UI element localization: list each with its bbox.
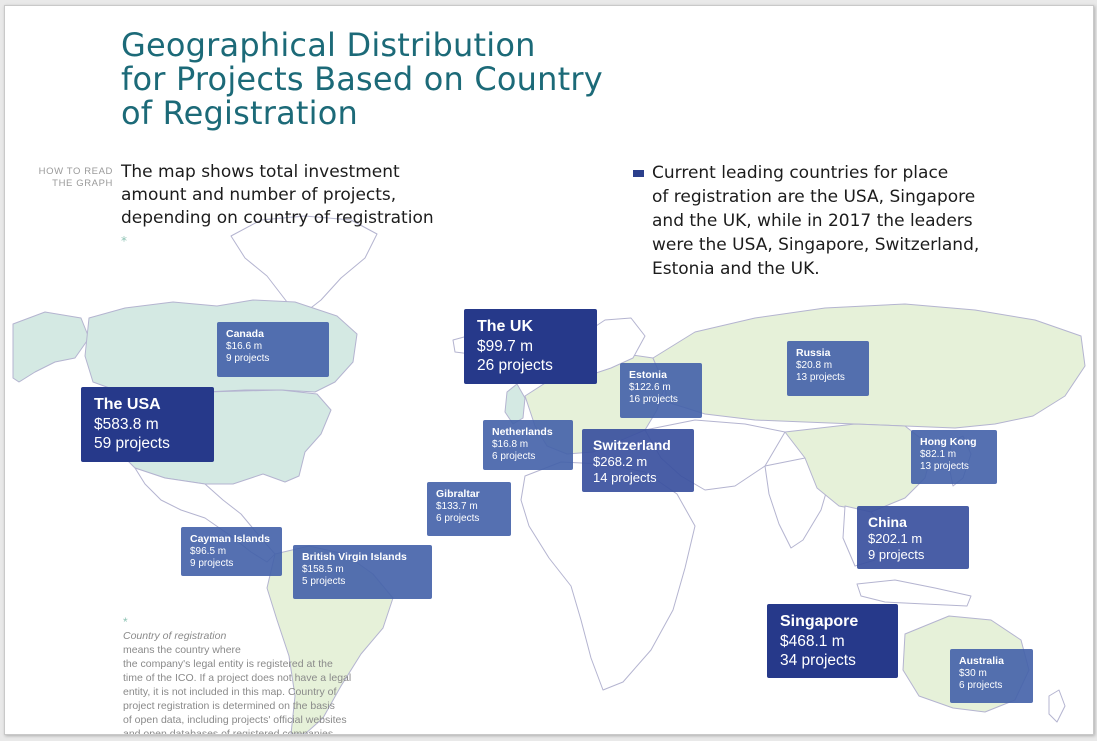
- country-amount: $583.8 m: [94, 416, 159, 433]
- intro-line: amount and number of projects,: [121, 185, 397, 205]
- country-box-canada: Canada $16.6 m 9 projects: [217, 322, 329, 377]
- page-title: Geographical Distribution for Projects B…: [121, 28, 641, 130]
- country-projects: 6 projects: [959, 680, 1003, 691]
- intro-line: depending on country of registration: [121, 208, 434, 228]
- leading-note-line: Current leading countries for place: [652, 163, 949, 183]
- country-projects: 6 projects: [492, 451, 536, 462]
- land-africa: [520, 461, 696, 691]
- country-box-uk: The UK $99.7 m 26 projects: [464, 309, 597, 384]
- how-to-read-label: HOW TO READ THE GRAPH: [27, 166, 113, 190]
- country-box-china: China $202.1 m 9 projects: [857, 506, 969, 569]
- country-projects: 6 projects: [436, 513, 480, 524]
- country-name: Hong Kong: [920, 436, 977, 448]
- leading-note-line: were the USA, Singapore, Switzerland,: [652, 235, 980, 255]
- land-uk: [504, 383, 526, 425]
- country-amount: $468.1 m: [780, 633, 845, 650]
- country-amount: $20.8 m: [796, 360, 833, 371]
- land-new-zealand: [1048, 689, 1066, 723]
- footnote-line: and open databases of registered compani…: [123, 728, 337, 735]
- country-projects: 9 projects: [190, 558, 234, 569]
- country-name: Gibraltar: [436, 488, 480, 500]
- intro-asterisk: *: [121, 234, 127, 248]
- leading-countries-note: Current leading countries for place of r…: [633, 161, 1033, 281]
- country-name: China: [868, 514, 907, 530]
- country-box-netherlands: Netherlands $16.8 m 6 projects: [483, 420, 573, 470]
- footnote-term: Country of registration: [123, 630, 227, 642]
- country-name: The UK: [477, 318, 533, 335]
- country-name: Estonia: [629, 369, 667, 381]
- country-box-australia: Australia $30 m 6 projects: [950, 649, 1033, 703]
- country-projects: 59 projects: [94, 435, 170, 452]
- country-amount: $133.7 m: [436, 501, 478, 512]
- title-line: for Projects Based on Country: [121, 60, 603, 98]
- land-russia: [652, 303, 1086, 429]
- how-to-read-line: THE GRAPH: [52, 178, 113, 189]
- country-amount: $16.6 m: [226, 341, 263, 352]
- title-line: Geographical Distribution: [121, 26, 536, 64]
- country-amount: $99.7 m: [477, 338, 534, 355]
- footnote-line: the company's legal entity is registered…: [123, 658, 333, 670]
- country-projects: 16 projects: [629, 394, 678, 405]
- country-amount: $202.1 m: [868, 531, 923, 546]
- intro-line-last: depending on country of registration *: [121, 207, 461, 253]
- land-greenland: [230, 215, 378, 315]
- intro-text: The map shows total investment amount an…: [121, 161, 461, 253]
- country-name: The USA: [94, 396, 161, 413]
- country-name: Netherlands: [492, 426, 553, 438]
- country-projects: 9 projects: [226, 353, 270, 364]
- country-amount: $16.8 m: [492, 439, 529, 450]
- footnote-line: project registration is determined on th…: [123, 700, 335, 712]
- square-bullet-icon: [633, 170, 644, 177]
- intro-line: The map shows total investment: [121, 162, 400, 182]
- country-projects: 9 projects: [868, 547, 925, 562]
- leading-note-line: of registration are the USA, Singapore: [652, 187, 976, 207]
- how-to-read-line: HOW TO READ: [38, 166, 113, 177]
- footnote-asterisk: *: [123, 615, 128, 629]
- country-projects: 13 projects: [796, 372, 845, 383]
- footnote-line: of open data, including projects' offici…: [123, 714, 347, 726]
- country-projects: 13 projects: [920, 461, 969, 472]
- footnote-line: means the country where: [123, 644, 241, 656]
- country-box-estonia: Estonia $122.6 m 16 projects: [620, 363, 702, 418]
- country-box-singapore: Singapore $468.1 m 34 projects: [767, 604, 898, 678]
- country-name: Singapore: [780, 613, 859, 630]
- country-box-switzerland: Switzerland $268.2 m 14 projects: [582, 429, 694, 492]
- country-name: Canada: [226, 328, 264, 340]
- country-name: British Virgin Islands: [302, 551, 407, 563]
- land-alaska: [12, 311, 90, 383]
- country-amount: $82.1 m: [920, 449, 957, 460]
- country-projects: 26 projects: [477, 357, 553, 374]
- leading-note-line: Estonia and the UK.: [652, 259, 820, 279]
- country-projects: 34 projects: [780, 652, 856, 669]
- country-box-russia: Russia $20.8 m 13 projects: [787, 341, 869, 396]
- country-name: Russia: [796, 347, 831, 359]
- country-amount: $268.2 m: [593, 454, 648, 469]
- page: Geographical Distribution for Projects B…: [4, 5, 1094, 735]
- land-indonesia: [856, 579, 972, 607]
- footnote: * Country of registration means the count…: [123, 615, 363, 735]
- leading-note-line: and the UK, while in 2017 the leaders: [652, 211, 973, 231]
- country-box-hong-kong: Hong Kong $82.1 m 13 projects: [911, 430, 997, 484]
- land-china: [784, 423, 934, 513]
- country-amount: $30 m: [959, 668, 987, 679]
- country-amount: $122.6 m: [629, 382, 671, 393]
- country-name: Australia: [959, 655, 1004, 667]
- country-name: Cayman Islands: [190, 533, 270, 545]
- footnote-line: entity, it is not included in this map. …: [123, 686, 337, 698]
- country-projects: 5 projects: [302, 576, 346, 587]
- country-amount: $96.5 m: [190, 546, 227, 557]
- country-box-gibraltar: Gibraltar $133.7 m 6 projects: [427, 482, 511, 536]
- country-projects: 14 projects: [593, 470, 657, 485]
- footnote-line: time of the ICO. If a project does not h…: [123, 672, 352, 684]
- country-amount: $158.5 m: [302, 564, 344, 575]
- country-box-usa: The USA $583.8 m 59 projects: [81, 387, 214, 462]
- title-line: of Registration: [121, 94, 358, 132]
- country-box-cayman-islands: Cayman Islands $96.5 m 9 projects: [181, 527, 282, 576]
- footnote-first-line: * Country of registration means the count…: [123, 615, 363, 657]
- country-name: Switzerland: [593, 437, 671, 453]
- country-box-british-virgin-islands: British Virgin Islands $158.5 m 5 projec…: [293, 545, 432, 599]
